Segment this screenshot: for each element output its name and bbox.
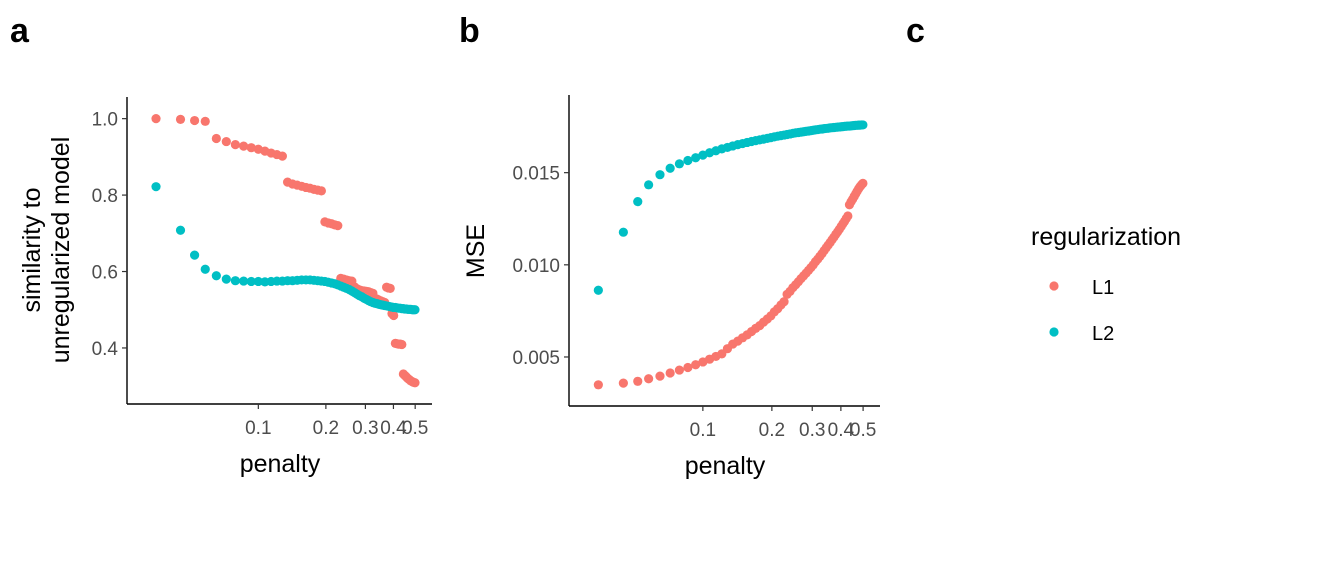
- panel-a-point-l2: [175, 225, 186, 235]
- panel-b-x-tick-label: 0.4: [828, 420, 855, 441]
- panel-b-point-l1: [618, 378, 628, 388]
- panel-a-y-ticks: 0.4 0.6 0.8 1.0: [92, 110, 127, 360]
- panel-a-point-l2: [221, 274, 231, 284]
- panel-a-point-l2: [200, 264, 210, 274]
- panel-a-point-l1: [221, 136, 231, 147]
- panel-b-x-tick-label: 0.3: [799, 420, 825, 441]
- panel-b-point-l2: [655, 170, 665, 180]
- panel-b-point-l1: [683, 362, 693, 373]
- panel-a-y-tick-label: 0.4: [92, 339, 119, 360]
- panel-label-b: b: [459, 12, 480, 50]
- panel-a-point-l2: [246, 276, 256, 287]
- panel-b-x-tick-label: 0.1: [690, 420, 716, 441]
- panel-a-point-l1: [397, 339, 407, 350]
- panel-b-points: [593, 120, 868, 390]
- panel-a-point-l1: [230, 140, 240, 150]
- panel-a-point-l2: [211, 271, 221, 281]
- panel-b-point-l2: [665, 163, 675, 173]
- panel-b-point-l2: [691, 153, 701, 163]
- legend-title: regularization: [1031, 223, 1181, 251]
- panel-a-point-l1: [200, 116, 210, 126]
- panel-a-point-l2: [151, 182, 161, 192]
- panel-a-point-l1: [333, 221, 343, 231]
- panel-b-point-l1: [691, 360, 701, 370]
- panel-a-point-l2: [239, 276, 249, 286]
- panel-a-plot: 0.40.60.81.0 0.1 0.2 0.3 0.40.5 penalty sim…: [18, 97, 432, 478]
- panel-b-point-l1: [593, 380, 603, 390]
- panel-b-y-tick-label: 0.015: [512, 164, 560, 185]
- panel-a-point-l2: [410, 305, 420, 315]
- panel-b-point-l1: [674, 365, 685, 375]
- panel-b-point-l2: [674, 159, 685, 169]
- panel-b-point-l1: [843, 211, 853, 221]
- panel-a-y-axis-title-line1: similarity to: [18, 187, 46, 312]
- panel-a-point-l1: [410, 378, 420, 388]
- panel-b-point-l2: [683, 155, 693, 166]
- panel-b-x-tick-label: 0.2: [759, 420, 785, 441]
- panel-a-point-l1: [239, 141, 249, 151]
- panel-a-x-tick-label: 0.4: [380, 418, 407, 439]
- panel-b-point-l2: [618, 227, 628, 237]
- panel-a-point-l1: [246, 143, 256, 153]
- panel-b-point-l2: [633, 197, 643, 207]
- panel-a-point-l1: [151, 114, 161, 124]
- panel-b-point-l2: [644, 180, 654, 190]
- panel-b-point-l1: [655, 371, 665, 381]
- panel-a-x-axis-title: penalty: [240, 450, 321, 478]
- panel-label-a: a: [10, 12, 30, 50]
- panel-a-x-ticks: 0.1 0.2 0.3 0.40.5: [245, 404, 428, 439]
- panel-b-point-l1: [779, 297, 789, 307]
- panel-b-x-tick-label: 0.5: [850, 420, 876, 441]
- panel-b-point-l2: [858, 120, 868, 130]
- panel-a-point-l2: [190, 250, 200, 260]
- panel-a-point-l1: [175, 114, 186, 125]
- panel-a-point-l1: [211, 133, 221, 144]
- panel-b-point-l2: [593, 285, 603, 295]
- panel-a-y-tick-label: 0.6: [92, 263, 118, 284]
- panel-b-y-tick-label: 0.005: [512, 348, 560, 369]
- panel-a-point-l1: [190, 115, 200, 126]
- panel-b-y-axis-title: MSE: [462, 224, 490, 278]
- panel-a-x-tick-label: 0.5: [402, 418, 428, 439]
- panel-a-point-l2: [230, 276, 240, 286]
- panel-a-point-l1: [277, 151, 287, 161]
- panel-b-y-ticks: 0.005 0.010 0.015: [512, 164, 569, 369]
- panel-a-y-tick-label: 0.8: [92, 186, 118, 207]
- panel-b-point-l1: [633, 376, 643, 386]
- panel-a-points: [151, 114, 420, 388]
- legend-label-l2: L2: [1092, 323, 1114, 345]
- panel-b-x-axis-title: penalty: [685, 452, 766, 480]
- panel-b-y-tick-label: 0.010: [512, 256, 560, 277]
- panel-a-point-l1: [316, 186, 326, 196]
- panel-a-x-tick-label: 0.2: [313, 418, 339, 439]
- panel-a-point-l2: [253, 276, 263, 287]
- legend-key-l1: [1049, 281, 1059, 291]
- panel-a-point-l1: [385, 283, 395, 293]
- panel-a-point-l1: [389, 310, 399, 321]
- panel-label-c: c: [906, 12, 925, 50]
- legend-label-l1: L1: [1092, 277, 1114, 299]
- panel-b-x-ticks: 0.1 0.2 0.3 0.40.5: [690, 406, 876, 441]
- panel-b-point-l1: [665, 368, 675, 378]
- legend: regularization L1 L2: [1031, 223, 1181, 345]
- panel-a-x-tick-label: 0.3: [352, 418, 378, 439]
- panel-a-y-tick-label: 1.0: [92, 110, 118, 131]
- legend-key-l2: [1049, 327, 1059, 337]
- panel-b-point-l1: [644, 374, 654, 384]
- panel-b-point-l1: [858, 178, 868, 188]
- panel-a-y-axis-title-line2: unregularized model: [47, 137, 75, 364]
- panel-a-x-tick-label: 0.1: [245, 418, 271, 439]
